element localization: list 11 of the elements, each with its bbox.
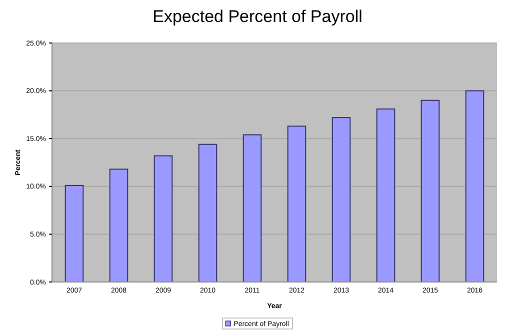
bar: [242, 134, 262, 282]
bar: [376, 108, 396, 282]
bar: [332, 117, 351, 282]
bar: [465, 90, 484, 282]
bar: [420, 100, 440, 282]
chart-title: Expected Percent of Payroll: [152, 7, 362, 26]
bar: [109, 168, 128, 282]
bar: [64, 184, 84, 282]
bar: [287, 126, 306, 282]
bar: [154, 155, 173, 282]
bar: [198, 144, 218, 282]
